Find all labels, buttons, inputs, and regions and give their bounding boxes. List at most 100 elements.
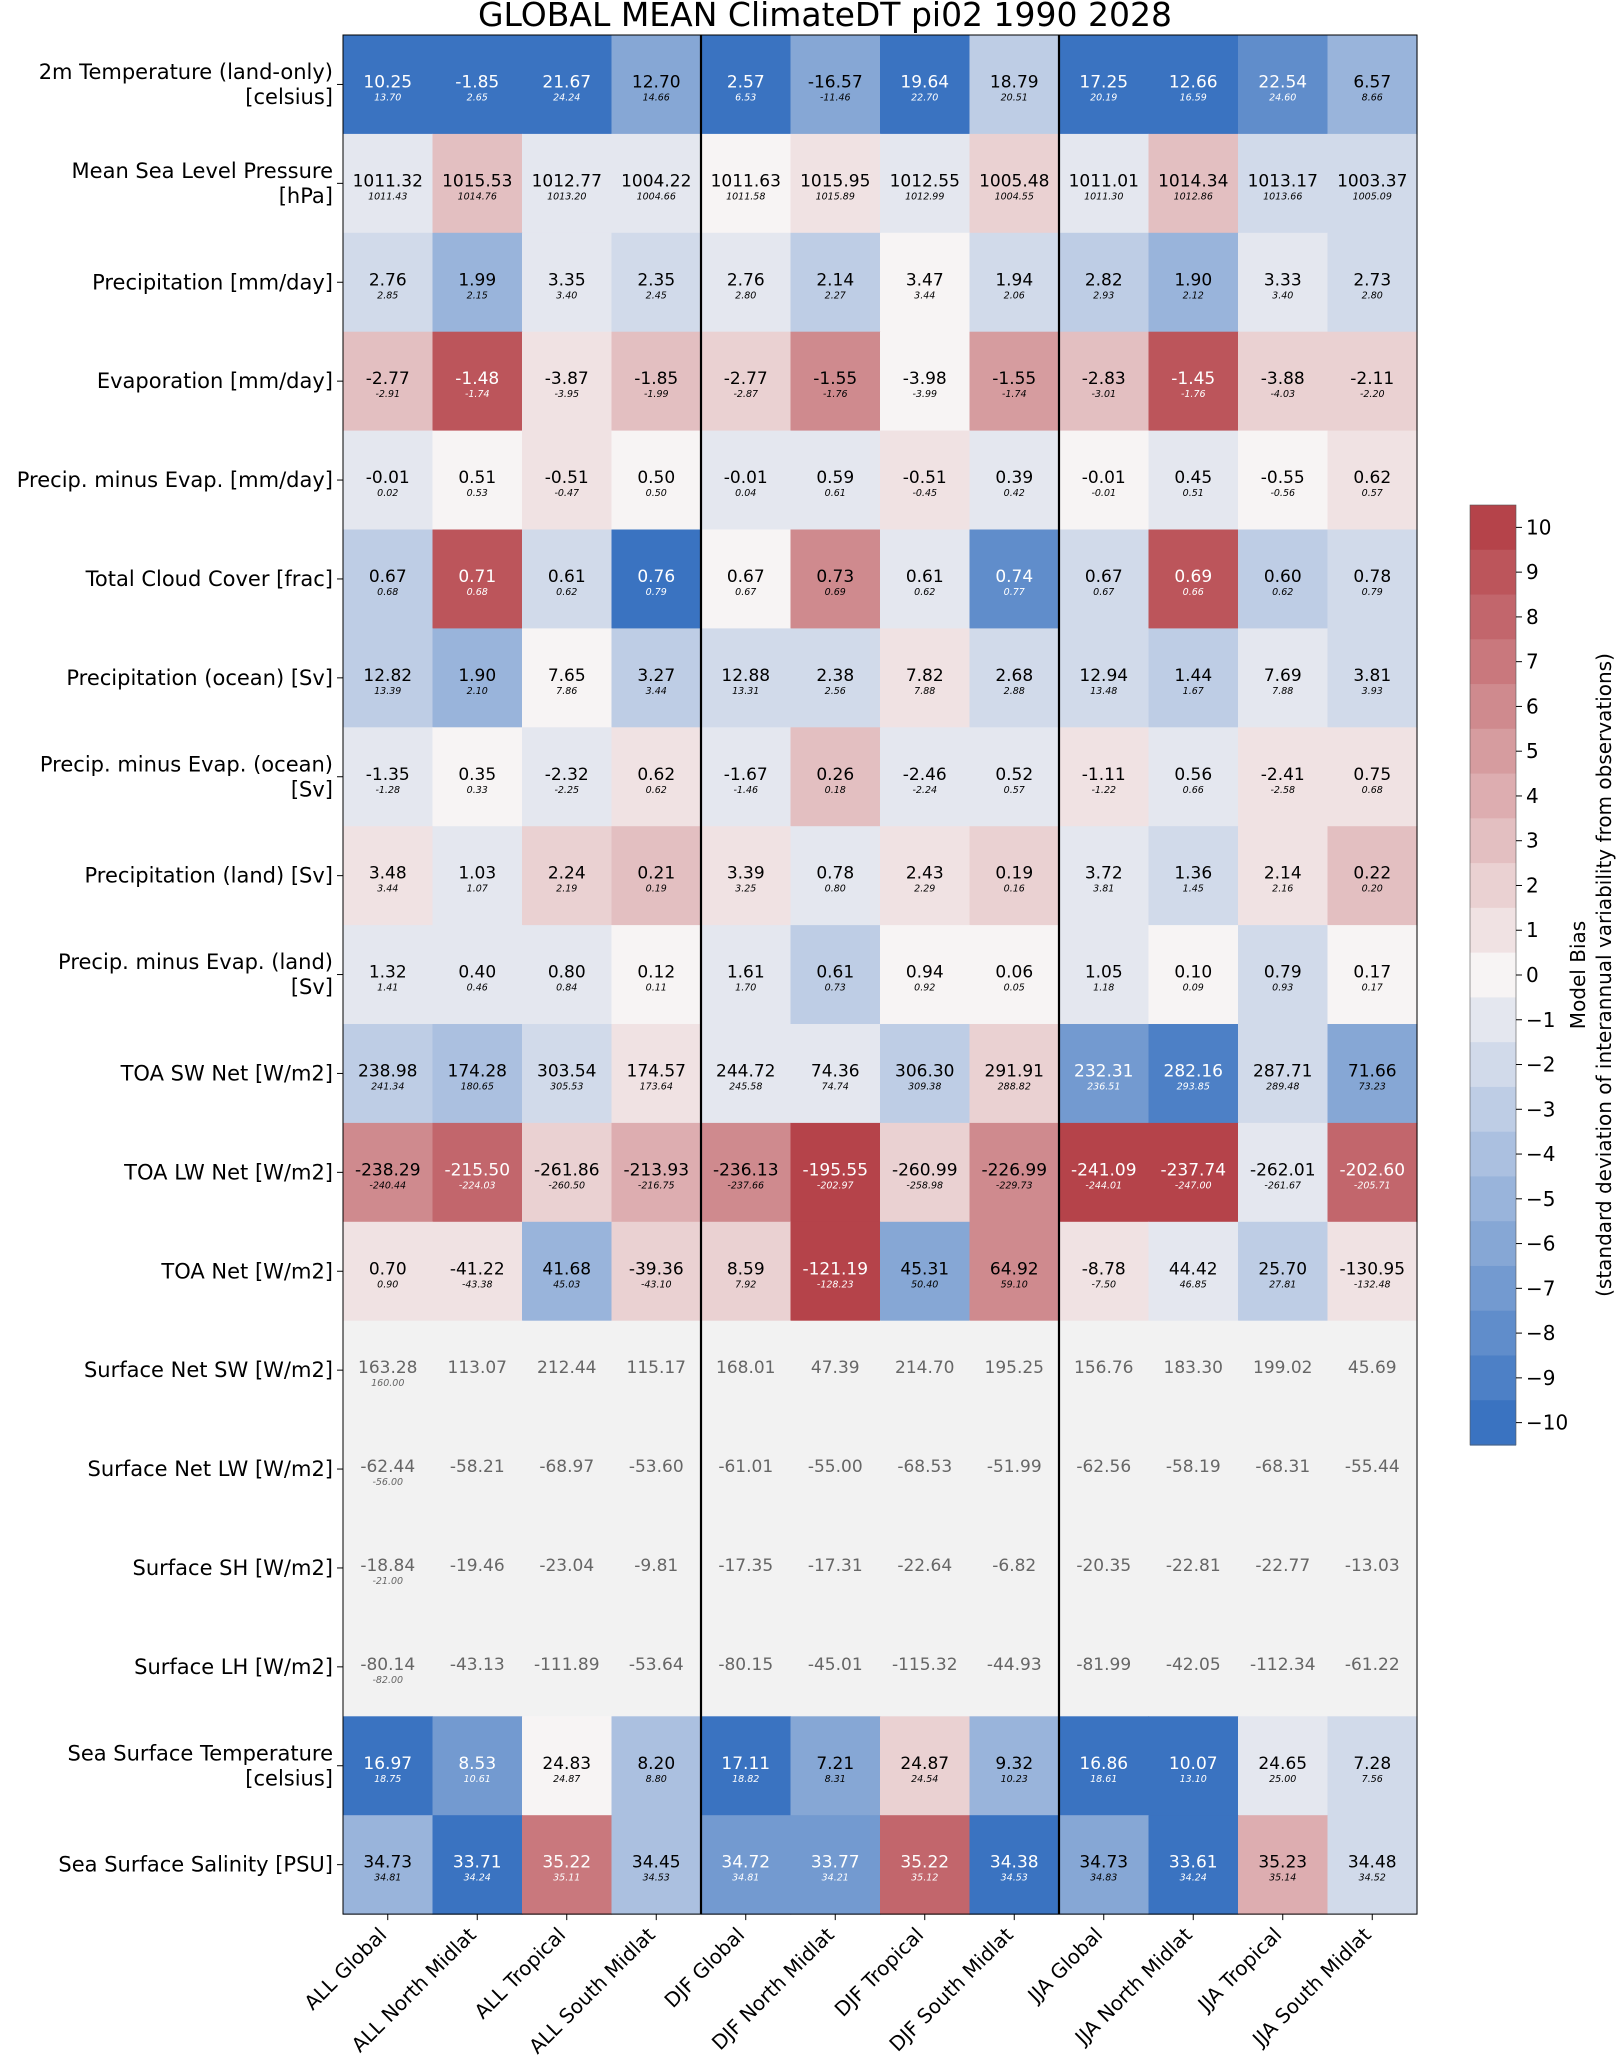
heatmap-cell xyxy=(611,1320,702,1421)
cell-obs-value: 22.70 xyxy=(911,92,938,103)
cell-value: 232.31 xyxy=(1074,1061,1133,1081)
cell-value: -1.55 xyxy=(813,369,857,389)
cell-obs-value: 1.41 xyxy=(377,983,398,994)
cell-obs-value: 3.44 xyxy=(914,290,935,301)
cell-obs-value: 0.66 xyxy=(1183,785,1204,796)
cell-value: 2.76 xyxy=(727,270,765,290)
cell-obs-value: 25.00 xyxy=(1269,1774,1296,1785)
cell-value: -41.22 xyxy=(450,1259,505,1279)
cell-obs-value: -132.48 xyxy=(1354,1279,1391,1290)
cell-value: -2.46 xyxy=(903,765,947,785)
cell-obs-value: 241.34 xyxy=(371,1081,404,1092)
cell-value: 306.30 xyxy=(895,1061,954,1081)
row-label: [celsius] xyxy=(245,85,333,109)
cell-obs-value: 2.19 xyxy=(556,884,577,895)
cell-obs-value: 1.45 xyxy=(1183,884,1204,895)
cell-value: 0.06 xyxy=(995,963,1033,983)
cell-obs-value: -128.23 xyxy=(817,1279,854,1290)
heatmap-cell xyxy=(343,727,434,827)
heatmap-cell xyxy=(1059,727,1150,827)
cell-obs-value: 35.14 xyxy=(1269,1873,1296,1884)
cell-value: 238.98 xyxy=(358,1061,417,1081)
heatmap-cell xyxy=(1238,35,1329,135)
cell-value: -2.83 xyxy=(1082,369,1126,389)
cell-value: -19.46 xyxy=(450,1556,505,1576)
heatmap-cell xyxy=(790,1122,881,1223)
heatmap-cell xyxy=(1238,232,1329,333)
cell-value: 0.61 xyxy=(816,963,854,983)
heatmap-cell xyxy=(522,232,613,333)
cell-obs-value: 0.61 xyxy=(825,488,846,499)
heatmap-cell xyxy=(790,430,881,531)
heatmap-cell xyxy=(969,1024,1060,1124)
heatmap-cell xyxy=(522,727,613,827)
cell-value: 0.56 xyxy=(1174,765,1212,785)
heatmap-cell xyxy=(880,35,971,135)
heatmap-cell xyxy=(522,1221,613,1322)
cell-value: 34.38 xyxy=(990,1853,1039,1873)
row-label: TOA LW Net [W/m2] xyxy=(123,1160,333,1184)
row-label: Precipitation [mm/day] xyxy=(92,270,333,294)
cell-value: 6.57 xyxy=(1353,72,1391,92)
cell-value: 0.17 xyxy=(1353,963,1391,983)
heatmap-cell xyxy=(701,1716,792,1816)
cell-obs-value: 180.65 xyxy=(461,1081,494,1092)
heatmap-cell xyxy=(1059,1518,1150,1618)
cell-obs-value: 0.50 xyxy=(646,488,667,499)
cell-obs-value: 3.81 xyxy=(1093,884,1114,895)
cell-value: 163.28 xyxy=(358,1358,417,1378)
cell-value: 0.61 xyxy=(906,567,944,587)
heatmap-cell xyxy=(880,1617,971,1717)
heatmap-cell xyxy=(1238,529,1329,629)
cell-value: 1004.22 xyxy=(621,171,691,191)
cell-value: 287.71 xyxy=(1253,1061,1312,1081)
cell-value: 0.71 xyxy=(458,567,496,587)
cell-obs-value: 6.53 xyxy=(735,92,756,103)
heatmap-cell xyxy=(790,529,881,629)
heatmap-cell xyxy=(1148,133,1239,234)
row-label: Surface LH [W/m2] xyxy=(134,1655,333,1679)
cell-obs-value: -258.98 xyxy=(906,1180,943,1191)
cell-value: 1.32 xyxy=(369,963,407,983)
heatmap-cell xyxy=(790,133,881,234)
cell-value: 3.33 xyxy=(1264,270,1302,290)
cell-obs-value: 2.10 xyxy=(467,686,488,697)
heatmap-cell xyxy=(611,1024,702,1124)
cell-value: 1011.32 xyxy=(353,171,423,191)
cell-obs-value: 309.38 xyxy=(908,1081,941,1092)
colorbar-tick-label: −5 xyxy=(1526,1187,1555,1211)
cell-value: 1015.95 xyxy=(800,171,870,191)
heatmap-cell xyxy=(1327,1024,1418,1124)
heatmap-cell xyxy=(522,628,613,728)
heatmap-cell xyxy=(343,232,434,333)
row-label: [celsius] xyxy=(245,1766,333,1790)
cell-obs-value: 8.31 xyxy=(825,1774,846,1785)
cell-obs-value: -0.01 xyxy=(1091,488,1116,499)
cell-obs-value: 2.88 xyxy=(1004,686,1025,697)
heatmap-cell xyxy=(611,1419,702,1520)
cell-value: 0.94 xyxy=(906,963,944,983)
cell-obs-value: -1.76 xyxy=(823,389,848,400)
cell-value: -43.13 xyxy=(450,1655,505,1675)
cell-obs-value: -205.71 xyxy=(1354,1180,1391,1191)
cell-value: -2.77 xyxy=(366,369,410,389)
heatmap-cell xyxy=(1148,232,1239,333)
cell-value: -0.51 xyxy=(903,468,947,488)
cell-obs-value: 245.58 xyxy=(729,1081,762,1092)
cell-value: -1.11 xyxy=(1082,765,1126,785)
cell-obs-value: 34.24 xyxy=(1180,1873,1207,1884)
cell-value: -45.01 xyxy=(808,1655,863,1675)
cell-value: 8.59 xyxy=(727,1259,765,1279)
cell-value: -112.34 xyxy=(1250,1655,1316,1675)
cell-value: -213.93 xyxy=(623,1160,689,1180)
colorbar-segment xyxy=(1470,684,1516,730)
heatmap-cell xyxy=(1059,1024,1150,1124)
cell-value: 35.23 xyxy=(1258,1853,1307,1873)
cell-value: 0.10 xyxy=(1174,963,1212,983)
cell-value: -115.32 xyxy=(892,1655,958,1675)
heatmap-cell xyxy=(1148,1419,1239,1520)
cell-obs-value: -1.74 xyxy=(465,389,490,400)
heatmap-cell xyxy=(1327,727,1418,827)
cell-value: -1.45 xyxy=(1171,369,1215,389)
